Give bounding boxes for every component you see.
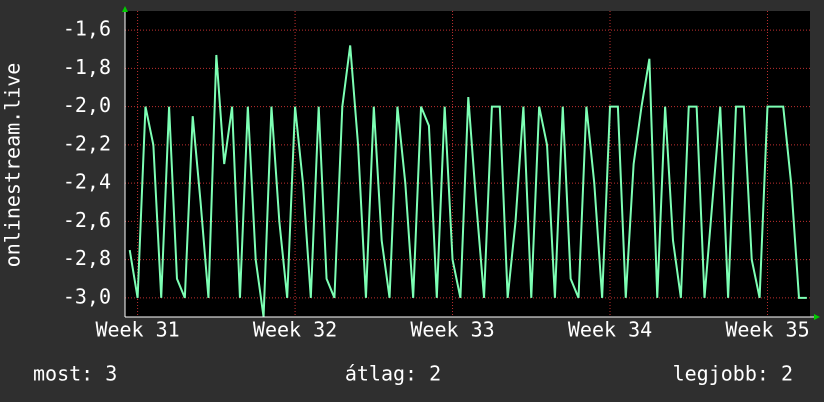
footer-max: legjobb: 2 [673, 362, 793, 386]
footer-average: átlag: 2 [345, 362, 441, 386]
y-tick-label: -2,0 [63, 93, 111, 117]
x-tick-label: Week 31 [95, 318, 179, 342]
x-tick-label: Week 32 [253, 318, 337, 342]
y-tick-label: -2,8 [63, 246, 111, 270]
y-tick-label: -2,6 [63, 208, 111, 232]
footer-current: most: 3 [33, 362, 117, 386]
axis-arrow [122, 6, 128, 12]
y-tick-label: -3,0 [63, 284, 111, 308]
series-line [128, 45, 807, 318]
marks [128, 45, 807, 318]
x-tick-label: Week 35 [725, 318, 809, 342]
x-tick-label: Week 34 [568, 318, 652, 342]
y-tick-label: -1,6 [63, 17, 111, 41]
y-axis-title: onlinestream.live [1, 63, 25, 268]
x-tick-label: Week 33 [410, 318, 494, 342]
y-tick-label: -2,4 [63, 170, 111, 194]
y-tick-label: -1,8 [63, 55, 111, 79]
axis-arrow [814, 314, 820, 320]
y-tick-label: -2,2 [63, 131, 111, 155]
